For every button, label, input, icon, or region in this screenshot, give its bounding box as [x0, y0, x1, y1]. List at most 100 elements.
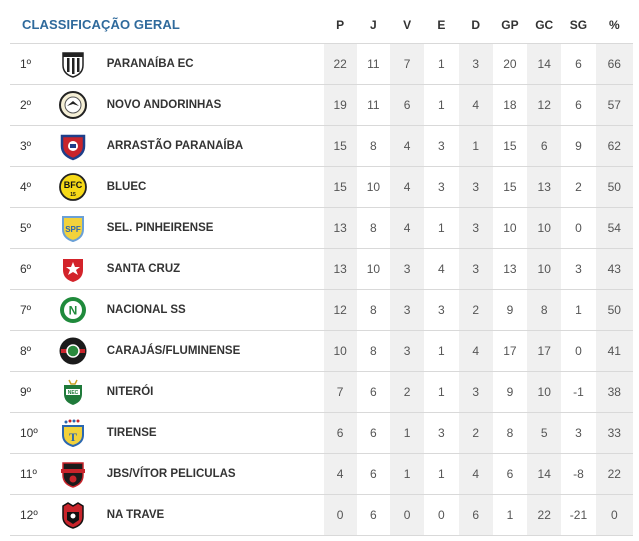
team-name[interactable]: NOVO ANDORINHAS	[100, 84, 324, 126]
stat-sg: 3	[561, 412, 596, 454]
stat-d: 3	[458, 207, 493, 249]
table-row[interactable]: 1º PARANAÍBA EC 22 11 7 1 3 20 14 6 66	[10, 43, 633, 85]
novo-andorinhas-crest-icon	[58, 90, 88, 120]
tirense-crest-icon: T	[58, 418, 88, 448]
stat-pct: 57	[595, 84, 633, 126]
table-row[interactable]: 6º SANTA CRUZ 13 10 3 4 3 13 10 3 43	[10, 248, 633, 290]
stat-v: 2	[390, 371, 425, 413]
logo-cell	[46, 84, 101, 126]
team-name[interactable]: NA TRAVE	[100, 494, 324, 536]
stat-sg: 0	[561, 207, 596, 249]
na-trave-crest-icon	[58, 500, 88, 530]
stat-e: 1	[424, 43, 459, 85]
table-row[interactable]: 3º ARRASTÃO PARANAÍBA 15 8 4 3 1 15 6 9 …	[10, 125, 633, 167]
team-name[interactable]: PARANAÍBA EC	[100, 43, 324, 85]
position-cell: 7º	[10, 289, 47, 331]
stat-d: 2	[458, 412, 493, 454]
logo-cell: T	[46, 412, 101, 454]
stat-v: 4	[390, 125, 425, 167]
stat-j: 8	[356, 330, 390, 372]
col-header-gp[interactable]: GP	[501, 17, 519, 32]
stat-gc: 14	[527, 453, 562, 495]
stat-e: 3	[424, 125, 459, 167]
stat-pct: 50	[595, 289, 633, 331]
table-row[interactable]: 12º NA TRAVE 0 6 0 0 6 1 22 -21 0	[10, 494, 633, 536]
position-cell: 11º	[10, 453, 47, 495]
stat-p: 19	[323, 84, 357, 126]
table-row[interactable]: 10º T TIRENSE 6 6 1 3 2 8 5 3 33	[10, 412, 633, 454]
stat-j: 8	[356, 125, 390, 167]
stat-sg: 0	[561, 330, 596, 372]
table-row[interactable]: 11º JBS/VÍTOR PELICULAS 4 6 1 1 4 6 14 -…	[10, 453, 633, 495]
position-cell: 3º	[10, 125, 47, 167]
stat-e: 3	[424, 289, 459, 331]
table-row[interactable]: 7º N NACIONAL SS 12 8 3 3 2 9 8 1 50	[10, 289, 633, 331]
stat-p: 13	[323, 207, 357, 249]
stat-sg: 9	[561, 125, 596, 167]
stat-p: 6	[323, 412, 357, 454]
jbs-crest-icon	[58, 459, 88, 489]
stat-j: 6	[356, 494, 390, 536]
col-header-sg[interactable]: SG	[569, 17, 588, 32]
position-cell: 10º	[10, 412, 47, 454]
logo-cell: SPF	[46, 207, 101, 249]
team-name[interactable]: SEL. PINHEIRENSE	[100, 207, 324, 249]
svg-text:15: 15	[71, 192, 77, 198]
stat-p: 12	[323, 289, 357, 331]
stat-j: 10	[356, 166, 390, 208]
table-row[interactable]: 8º CARAJÁS/FLUMINENSE 10 8 3 1 4 17 17 0…	[10, 330, 633, 372]
stat-pct: 66	[595, 43, 633, 85]
stat-d: 3	[458, 248, 493, 290]
col-header-p[interactable]: P	[336, 17, 345, 32]
col-header-d[interactable]: D	[471, 17, 480, 32]
col-header-gc[interactable]: GC	[535, 17, 554, 32]
paranaiba-crest-icon	[58, 49, 88, 79]
nacional-crest-icon: N	[58, 295, 88, 325]
table-row[interactable]: 9º NEC NITERÓI 7 6 2 1 3 9 10 -1 38	[10, 371, 633, 413]
stat-pct: 50	[595, 166, 633, 208]
team-name[interactable]: JBS/VÍTOR PELICULAS	[100, 453, 324, 495]
stat-gc: 10	[527, 207, 562, 249]
position-cell: 9º	[10, 371, 47, 413]
stat-v: 1	[390, 453, 425, 495]
stat-p: 0	[323, 494, 357, 536]
stat-d: 4	[458, 330, 493, 372]
col-header-v[interactable]: V	[403, 17, 412, 32]
position-cell: 6º	[10, 248, 47, 290]
table-row[interactable]: 4º BFC 15 BLUEC 15 10 4 3 3 15 13 2 50	[10, 166, 633, 208]
stat-sg: 6	[561, 43, 596, 85]
stat-gc: 5	[527, 412, 562, 454]
team-name[interactable]: BLUEC	[100, 166, 324, 208]
stat-sg: -1	[561, 371, 596, 413]
col-header-j[interactable]: J	[370, 17, 377, 32]
table-row[interactable]: 2º NOVO ANDORINHAS 19 11 6 1 4 18 12 6 5…	[10, 84, 633, 126]
logo-cell: BFC 15	[46, 166, 101, 208]
team-name[interactable]: CARAJÁS/FLUMINENSE	[100, 330, 324, 372]
table-title: CLASSIFICAÇÃO GERAL	[22, 17, 180, 32]
team-name[interactable]: NACIONAL SS	[100, 289, 324, 331]
team-name[interactable]: TIRENSE	[100, 412, 324, 454]
team-name[interactable]: ARRASTÃO PARANAÍBA	[100, 125, 324, 167]
stat-v: 3	[390, 289, 425, 331]
stat-gp: 15	[492, 125, 528, 167]
stat-pct: 54	[595, 207, 633, 249]
position-cell: 4º	[10, 166, 47, 208]
stat-gc: 6	[527, 125, 562, 167]
stat-sg: -8	[561, 453, 596, 495]
stat-gc: 14	[527, 43, 562, 85]
col-header-e[interactable]: E	[437, 17, 446, 32]
bluec-crest-icon: BFC 15	[58, 172, 88, 202]
stat-v: 4	[390, 207, 425, 249]
stat-p: 15	[323, 125, 357, 167]
table-row[interactable]: 5º SPF SEL. PINHEIRENSE 13 8 4 1 3 10 10…	[10, 207, 633, 249]
team-name[interactable]: NITERÓI	[100, 371, 324, 413]
col-header-pct[interactable]: %	[608, 17, 620, 32]
svg-text:T: T	[69, 430, 77, 444]
stat-j: 11	[356, 84, 390, 126]
team-name[interactable]: SANTA CRUZ	[100, 248, 324, 290]
stat-e: 0	[424, 494, 459, 536]
header-row: CLASSIFICAÇÃO GERAL P J V E D GP GC SG %	[10, 6, 633, 44]
svg-text:NEC: NEC	[68, 390, 79, 396]
stat-d: 6	[458, 494, 493, 536]
